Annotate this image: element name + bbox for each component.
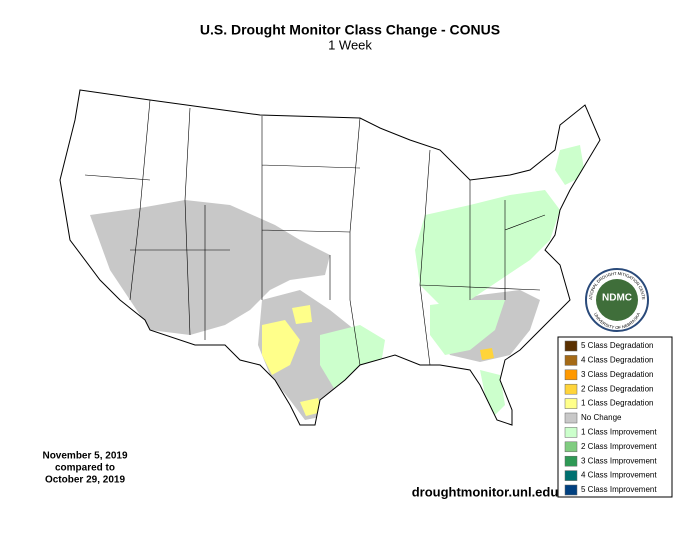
legend-label: 4 Class Improvement <box>581 471 657 480</box>
degradation-south-texas <box>300 398 322 416</box>
legend-swatch <box>564 427 578 438</box>
legend-swatch <box>564 441 578 453</box>
legend-swatch <box>564 369 578 381</box>
map-fills <box>90 145 585 420</box>
legend-swatch <box>564 398 578 409</box>
degradation-west-texas <box>262 320 300 375</box>
degradation-georgia <box>480 348 494 360</box>
improvement-southeast <box>430 300 505 355</box>
legend-label: 2 Class Degradation <box>581 384 653 393</box>
legend-swatch <box>564 470 578 481</box>
legend: 5 Class Degradation 4 Class Degradation 3 … <box>557 336 673 498</box>
date-line: October 29, 2019 <box>45 475 125 486</box>
subtitle: 1 Week <box>328 37 372 52</box>
legend-swatch <box>564 355 578 366</box>
legend-label: 1 Class Degradation <box>581 399 653 408</box>
legend-label: 5 Class Degradation <box>581 341 653 350</box>
date-line: November 5, 2019 <box>42 451 127 462</box>
legend-label: 3 Class Improvement <box>581 456 657 465</box>
legend-label: 2 Class Improvement <box>581 442 657 451</box>
legend-label: 3 Class Degradation <box>581 370 653 379</box>
improvement-florida <box>480 370 505 415</box>
legend-label: 5 Class Improvement <box>581 485 657 494</box>
legend-swatch <box>564 484 578 496</box>
title: U.S. Drought Monitor Class Change - CONU… <box>200 22 500 38</box>
legend-label: 4 Class Degradation <box>581 356 653 365</box>
source-url: droughtmonitor.unl.edu <box>412 484 559 499</box>
legend-swatch <box>564 412 578 424</box>
logo-label: NDMC <box>602 293 632 304</box>
legend-label: No Change <box>581 413 622 422</box>
legend-swatch <box>564 383 578 395</box>
logo-center <box>596 279 638 321</box>
legend-label: 1 Class Improvement <box>581 428 657 437</box>
legend-swatch <box>564 455 578 467</box>
state-border <box>84 99 546 366</box>
improvement-ohio-valley <box>415 190 560 305</box>
no-change-west <box>90 200 330 335</box>
state-borders <box>84 99 546 366</box>
improvement-northeast <box>555 145 585 185</box>
date-line: compared to <box>55 463 115 474</box>
degradation-north-texas <box>292 305 312 324</box>
legend-swatch <box>564 340 578 352</box>
